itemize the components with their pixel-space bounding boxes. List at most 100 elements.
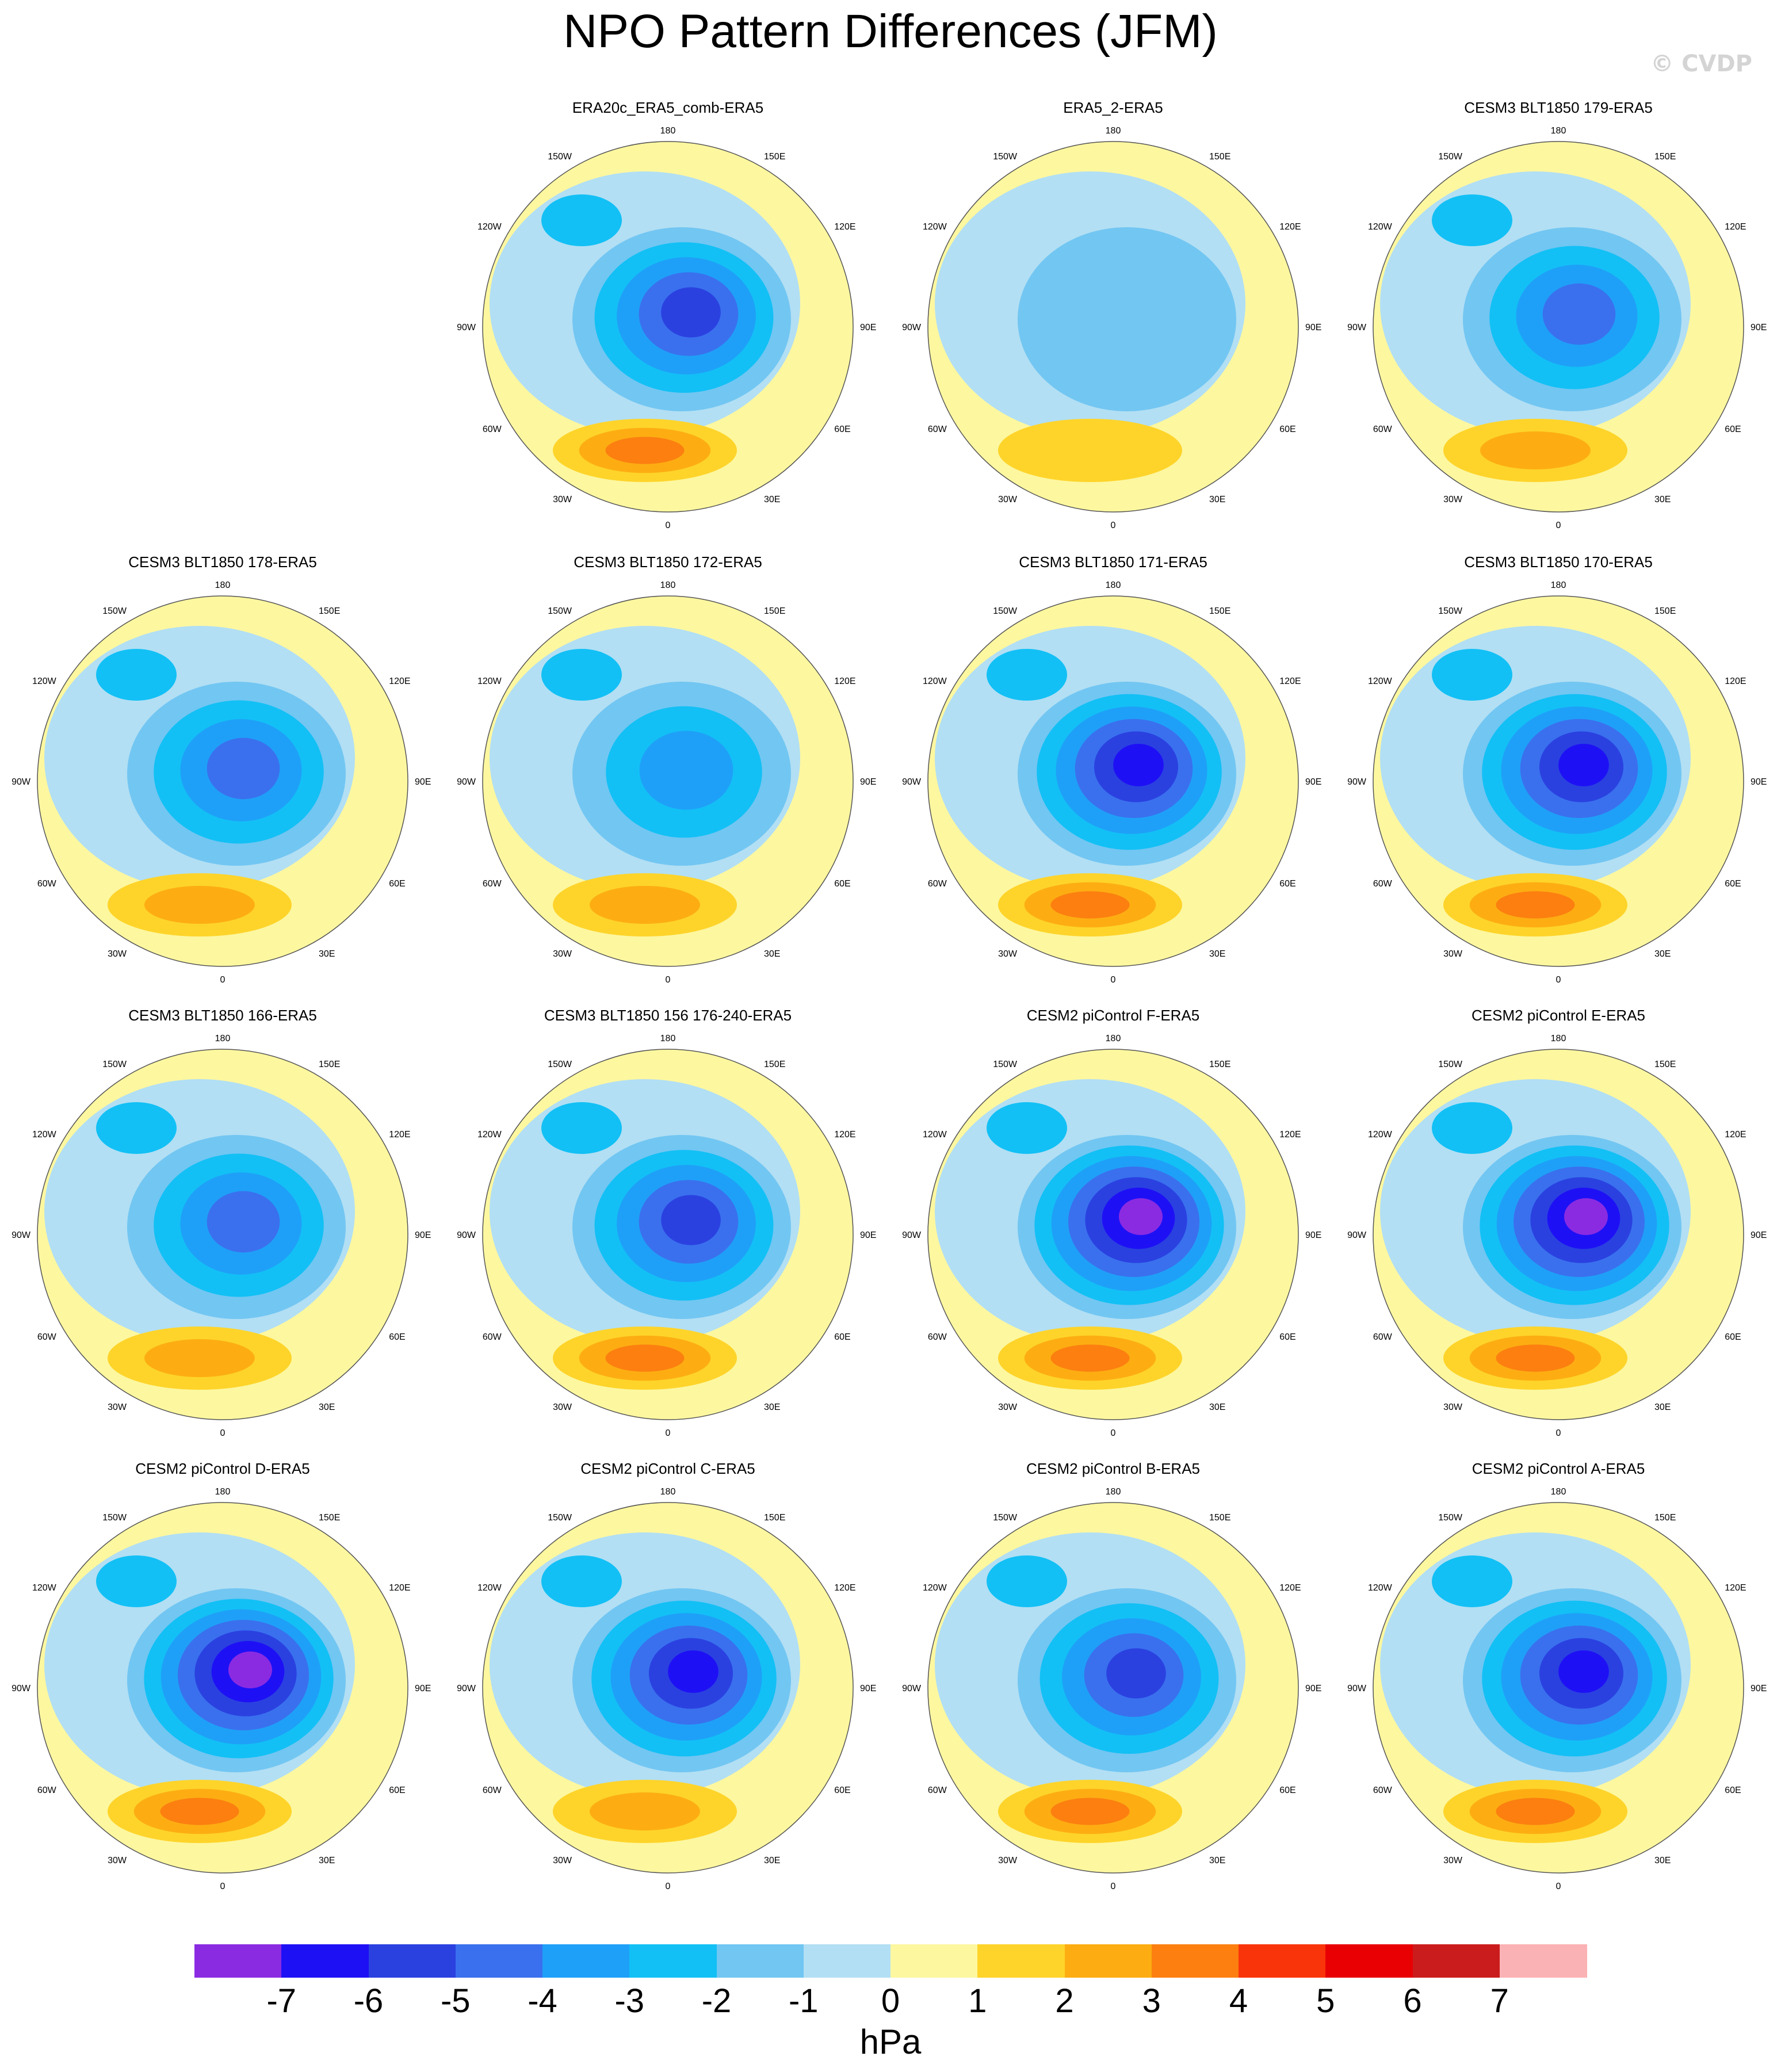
longitude-label: 180 — [215, 1487, 231, 1497]
colorbar-swatch — [1499, 1944, 1587, 1978]
longitude-label: 90W — [1347, 777, 1367, 787]
colorbar-tick-label: -5 — [440, 1982, 471, 2020]
longitude-label: 90E — [415, 1684, 431, 1693]
longitude-label: 90W — [457, 1684, 476, 1693]
longitude-label: 90E — [860, 1684, 876, 1693]
longitude-label: 90W — [457, 777, 476, 787]
longitude-label: 0 — [666, 1882, 671, 1891]
panel-title: CESM2 piControl E-ERA5 — [1472, 1007, 1645, 1024]
longitude-label: 30E — [1209, 1856, 1225, 1865]
longitude-label: 30E — [764, 949, 780, 959]
colorbar-tick-label: -1 — [788, 1982, 819, 2020]
atlantic-high-contour — [1496, 891, 1575, 919]
longitude-label: 30E — [1654, 949, 1671, 959]
map-border — [1373, 1502, 1744, 1874]
longitude-label: 60E — [1279, 1786, 1295, 1795]
map-panel: CESM3 BLT1850 170-ERA5 180 0 90W 90E 150W 120W… — [1336, 553, 1781, 1007]
longitude-label: 90W — [902, 1684, 922, 1693]
panel-title: CESM2 piControl A-ERA5 — [1472, 1460, 1645, 1477]
longitude-label: 90W — [457, 1230, 476, 1240]
longitude-label: 150W — [1438, 606, 1463, 616]
arctic-low-contour — [661, 1195, 721, 1245]
longitude-label: 180 — [660, 1034, 676, 1043]
longitude-label: 30E — [319, 949, 335, 959]
colorbar-swatch — [1239, 1944, 1326, 1978]
longitude-label: 120W — [32, 1130, 57, 1140]
longitude-label: 30W — [108, 949, 127, 959]
longitude-label: 30W — [998, 495, 1018, 504]
longitude-label: 150E — [319, 1060, 340, 1069]
map-panel: ERA5_2-ERA5 180 0 90W 90E 150W 120W 150E 120E 30W… — [890, 99, 1336, 552]
map-panel: CESM2 piControl A-ERA5 180 0 90W 90E 150W 120W… — [1336, 1460, 1781, 1913]
longitude-label: 90E — [1305, 777, 1321, 787]
longitude-label: 120W — [923, 1130, 947, 1140]
arctic-low-contour — [639, 731, 733, 810]
polar-map: 180 0 90W 90E 150W 120W 150E 120E 30W 60W 30E 60E — [1347, 126, 1767, 530]
longitude-label: 60E — [1725, 1786, 1741, 1795]
longitude-label: 30E — [764, 495, 780, 504]
panel-title: CESM3 BLT1850 172-ERA5 — [574, 553, 762, 571]
pacific-low-contour — [541, 194, 622, 246]
longitude-label: 90W — [12, 1684, 31, 1693]
figure-title: NPO Pattern Differences (JFM) — [563, 5, 1218, 58]
longitude-label: 150W — [548, 152, 572, 162]
map-border — [482, 1502, 854, 1874]
longitude-label: 120W — [923, 676, 947, 686]
atlantic-high-contour — [1050, 1798, 1130, 1825]
longitude-label: 150E — [1654, 152, 1676, 162]
arctic-low-contour — [1106, 1648, 1166, 1699]
map-border — [37, 1049, 408, 1420]
arctic-low-contour — [1558, 1650, 1609, 1693]
longitude-label: 90W — [457, 323, 476, 332]
map-border — [1373, 595, 1744, 967]
longitude-label: 30W — [1443, 949, 1463, 959]
longitude-label: 60W — [483, 1786, 502, 1795]
map-panel: CESM2 piControl D-ERA5 180 0 90W 90E 150W 120W… — [0, 1460, 445, 1913]
map-panel: CESM3 BLT1850 178-ERA5 180 0 90W 90E 150W 120W… — [0, 553, 445, 1007]
longitude-label: 120E — [1279, 676, 1301, 686]
atlantic-high-contour — [998, 419, 1182, 482]
longitude-label: 30E — [319, 1856, 335, 1865]
longitude-label: 60E — [834, 879, 850, 889]
map-border — [1373, 141, 1744, 513]
colorbar-swatch — [977, 1944, 1065, 1978]
longitude-label: 60E — [1725, 879, 1741, 889]
map-border — [927, 595, 1299, 967]
pacific-low-contour — [987, 649, 1067, 701]
longitude-label: 90E — [415, 1230, 431, 1240]
arctic-low-contour — [1558, 744, 1609, 786]
longitude-label: 150W — [548, 1060, 572, 1069]
longitude-label: 180 — [215, 1034, 231, 1043]
colorbar-tick-label: 3 — [1142, 1982, 1161, 2020]
longitude-label: 60W — [483, 425, 502, 434]
map-panel: CESM2 piControl F-ERA5 180 0 90W 90E 150W 120W… — [890, 1007, 1336, 1460]
longitude-label: 150E — [764, 1060, 785, 1069]
longitude-label: 150E — [1209, 152, 1230, 162]
longitude-label: 180 — [660, 1487, 676, 1497]
longitude-label: 60E — [834, 1786, 850, 1795]
longitude-label: 120W — [923, 222, 947, 232]
longitude-label: 0 — [1111, 1428, 1116, 1438]
polar-map: 180 0 90W 90E 150W 120W 150E 120E 30W 60W 30E 60E — [457, 126, 876, 530]
longitude-label: 90W — [902, 777, 922, 787]
longitude-label: 150E — [1654, 1513, 1676, 1523]
polar-map: 180 0 90W 90E 150W 120W 150E 120E 30W 60W 30E 60E — [902, 1487, 1321, 1891]
longitude-label: 30W — [553, 1856, 572, 1865]
map-border — [37, 595, 408, 967]
longitude-label: 60E — [389, 1332, 405, 1342]
map-border — [927, 141, 1299, 513]
longitude-label: 150E — [1654, 606, 1676, 616]
longitude-label: 0 — [1111, 521, 1116, 530]
longitude-label: 30W — [1443, 1402, 1463, 1412]
longitude-label: 30E — [764, 1402, 780, 1412]
colorbar-swatch — [455, 1944, 543, 1978]
pacific-low-contour — [1432, 649, 1512, 701]
colorbar-tick-label: 6 — [1403, 1982, 1422, 2020]
longitude-label: 60W — [37, 879, 57, 889]
longitude-label: 60W — [928, 425, 947, 434]
longitude-label: 180 — [660, 126, 676, 136]
longitude-label: 120W — [32, 1583, 57, 1593]
longitude-label: 120W — [1368, 1583, 1393, 1593]
longitude-label: 60E — [1725, 425, 1741, 434]
longitude-label: 180 — [1551, 1034, 1566, 1043]
